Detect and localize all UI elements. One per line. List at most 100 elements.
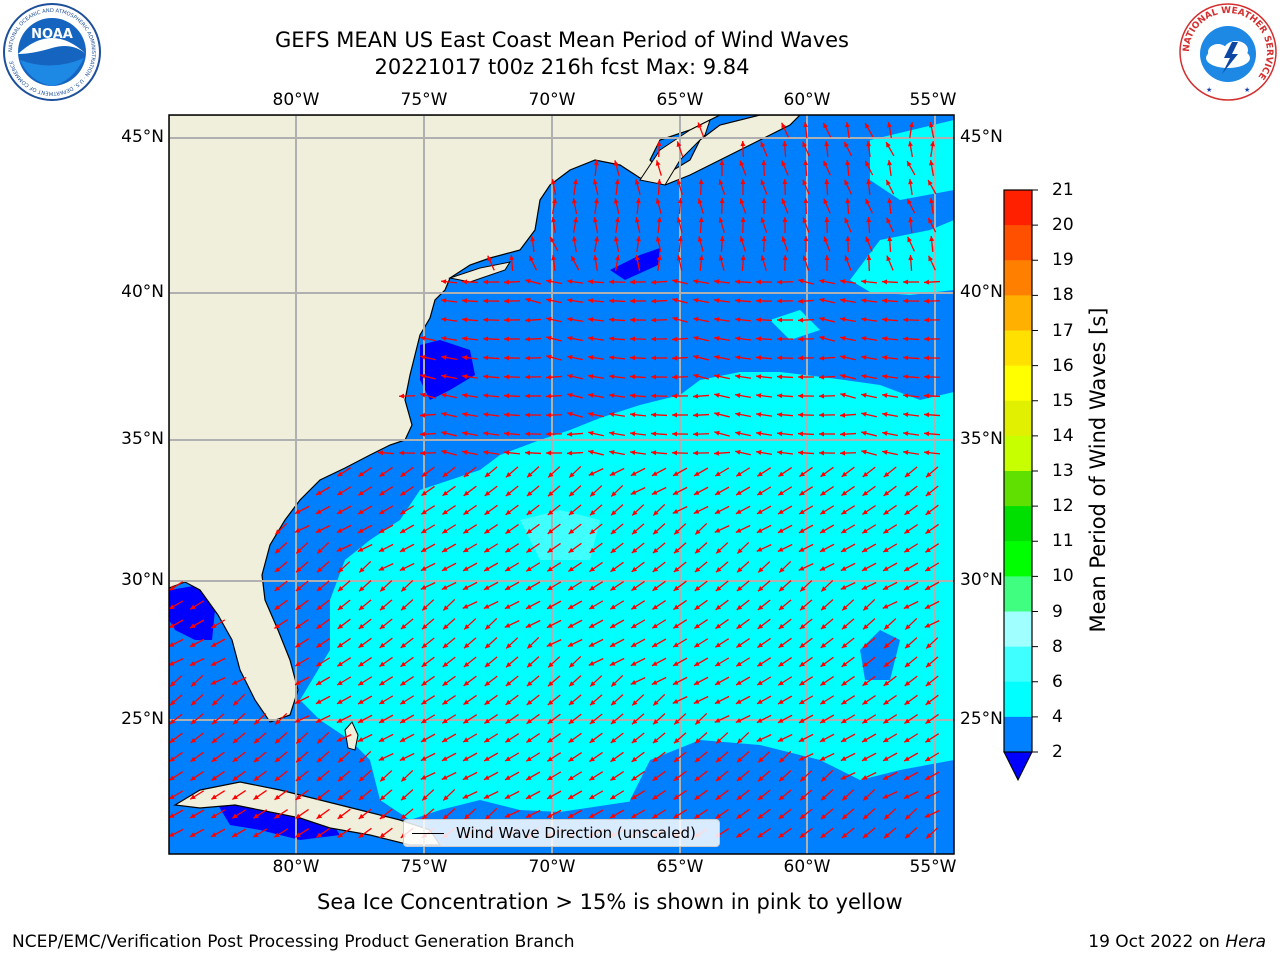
wind-wave-arrow-head [589,585,595,591]
wind-wave-arrow-head [798,431,804,437]
wind-wave-arrow-head [798,737,805,742]
wind-wave-arrow-head [275,738,281,744]
wind-wave-arrow-head [399,566,406,571]
wind-wave-arrow-head [905,624,911,630]
wind-wave-arrow-head [781,160,787,167]
legend-line-swatch [412,833,444,834]
wind-wave-arrow-head [777,547,784,552]
wind-wave-arrow-head [358,832,365,838]
wind-wave-arrow-head [231,680,238,685]
colorbar-block [1004,471,1032,507]
wind-wave-arrow-head [295,680,301,685]
wind-wave-arrow-head [714,509,721,514]
wind-wave-arrow-head [882,279,888,285]
wind-wave-arrow-head [736,680,742,685]
wind-wave-arrow-head [740,141,746,147]
wind-wave-arrow-head [317,738,323,744]
wind-wave-arrow-head [420,412,426,418]
colorbar-block [1004,541,1032,577]
wind-wave-arrow-head [294,699,301,704]
wind-wave-arrow-head [799,623,806,630]
noaa-logo: NATIONAL OCEANIC AND ATMOSPHERIC ADMINIS… [3,3,101,101]
wind-wave-arrow-head [573,217,578,223]
wind-wave-arrow-head [756,298,762,304]
wind-wave-arrow-head [778,623,785,629]
wind-wave-arrow-head [737,548,743,554]
wind-wave-arrow-head [693,450,699,456]
wind-wave-arrow-head [718,179,724,185]
wind-wave-arrow-head [840,392,846,398]
wind-wave-arrow-head [778,680,784,686]
wind-wave-arrow-head [651,336,657,342]
wind-wave-arrow-head [676,179,682,185]
wind-wave-arrow-head [484,680,491,686]
wind-wave-arrow-head [656,141,662,147]
wind-wave-arrow-head [295,794,302,800]
wind-wave-arrow-head [421,718,427,724]
wind-wave-arrow-head [631,642,637,647]
wind-wave-arrow-head [274,585,281,591]
wind-wave-arrow-head [441,373,447,379]
wind-wave-arrow-head [861,317,867,323]
wind-wave-arrow-head [211,794,217,800]
wind-wave-arrow-head [820,832,827,838]
wind-wave-arrow-head [735,449,741,455]
wind-wave-arrow-head [546,813,553,818]
wind-wave-arrow-head [613,236,619,242]
wind-wave-arrow-head [695,529,701,535]
wind-wave-arrow-head [190,794,196,800]
wind-wave-arrow-head [842,795,848,801]
wind-wave-arrow-head [884,814,890,820]
wave-period-region-north-patch [850,220,954,295]
wind-wave-arrow-head [420,585,427,590]
wind-wave-arrow-head [483,298,489,304]
wind-wave-arrow-head [652,756,659,762]
wind-wave-arrow-head [925,509,932,515]
wind-wave-arrow-head [635,236,641,242]
wind-wave-arrow-head [443,795,449,801]
wind-wave-arrow-head [462,336,468,342]
wind-wave-arrow-head [761,198,767,203]
wind-wave-arrow-head [714,317,720,322]
wind-wave-arrow-head [630,680,637,685]
wind-wave-arrow-head [420,354,426,360]
run-date: 19 Oct 2022 on Hera [1088,932,1266,952]
wind-wave-arrow-head [820,509,826,515]
wind-wave-arrow-head [697,122,703,129]
wind-wave-arrow-head [546,297,552,303]
wind-wave-arrow-head [715,567,722,573]
wind-wave-arrow-head [756,431,762,436]
wind-wave-arrow-head [358,661,364,667]
wind-wave-arrow-head [886,179,891,186]
wind-wave-arrow-head [819,374,825,380]
wind-wave-arrow-head [778,661,784,667]
wind-wave-arrow-head [317,548,323,554]
colorbar-tick-label: 19 [1052,250,1074,271]
wind-wave-arrow-head [631,623,637,629]
lon-tick-bottom-70w: 70°W [528,857,576,877]
wind-wave-arrow-head [611,491,617,497]
wind-wave-arrow-head [820,680,826,686]
wind-wave-arrow-head [442,509,448,515]
colorbar-tick-label: 15 [1052,390,1074,411]
wind-wave-arrow-head [338,567,344,573]
wind-wave-arrow-head [655,198,661,204]
wind-wave-arrow-head [526,547,532,553]
wind-wave-arrow-head [569,472,575,478]
wind-wave-arrow-head [631,794,637,800]
wind-wave-arrow-head [819,412,825,418]
wind-wave-arrow-head [778,699,784,704]
wind-wave-arrow-head [504,374,510,380]
wind-wave-arrow-head [504,813,511,818]
wind-wave-arrow-head [926,833,932,839]
wind-wave-arrow-head [441,279,447,285]
wind-wave-arrow-head [820,642,827,648]
wind-wave-arrow-head [677,236,683,242]
wind-wave-arrow-head [462,374,468,380]
wind-wave-arrow-head [924,794,931,799]
wind-wave-arrow-head [441,355,447,360]
wind-wave-arrow-head [903,336,909,342]
lon-tick-bottom-65w: 65°W [656,857,704,877]
wind-wave-arrow-head [483,585,490,590]
wind-wave-arrow-head [295,661,301,667]
